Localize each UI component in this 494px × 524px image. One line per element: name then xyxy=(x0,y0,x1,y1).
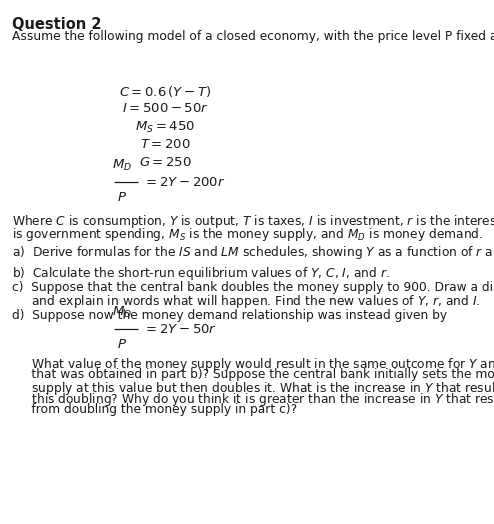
Text: that was obtained in part b)? Suppose the central bank initially sets the money: that was obtained in part b)? Suppose th… xyxy=(12,368,494,381)
Text: supply at this value but then doubles it. What is the increase in $Y$ that resul: supply at this value but then doubles it… xyxy=(12,379,494,397)
Text: $M_S = 450$: $M_S = 450$ xyxy=(135,120,196,135)
Text: Where $C$ is consumption, $Y$ is output, $T$ is taxes, $I$ is investment, $r$ is: Where $C$ is consumption, $Y$ is output,… xyxy=(12,213,494,230)
Text: $M_D$: $M_D$ xyxy=(112,158,132,173)
Text: d)  Suppose now the money demand relationship was instead given by: d) Suppose now the money demand relation… xyxy=(12,310,448,322)
Text: Assume the following model of a closed economy, with the price level P fixed at : Assume the following model of a closed e… xyxy=(12,30,494,43)
Text: and explain in words what will happen. Find the new values of $Y$, $r$, and $I$.: and explain in words what will happen. F… xyxy=(12,293,481,310)
Text: Question 2: Question 2 xyxy=(12,17,102,32)
Text: this doubling? Why do you think it is greater than the increase in $Y$ that resu: this doubling? Why do you think it is gr… xyxy=(12,391,494,408)
Text: $I = 500 - 50r$: $I = 500 - 50r$ xyxy=(122,102,209,115)
Text: $P$: $P$ xyxy=(117,339,127,351)
Text: from doubling the money supply in part c)?: from doubling the money supply in part c… xyxy=(12,403,297,416)
Text: What value of the money supply would result in the same outcome for $Y$ and $r$: What value of the money supply would res… xyxy=(12,356,494,373)
Text: b)  Calculate the short-run equilibrium values of $Y$, $C$, $I$, and $r$.: b) Calculate the short-run equilibrium v… xyxy=(12,265,390,281)
Text: $T = 200$: $T = 200$ xyxy=(140,138,191,151)
Text: $= 2Y - 200r$: $= 2Y - 200r$ xyxy=(143,176,225,189)
Text: $P$: $P$ xyxy=(117,191,127,204)
Text: $C = 0.6\,(Y - T)$: $C = 0.6\,(Y - T)$ xyxy=(120,84,212,99)
Text: is government spending, $M_S$ is the money supply, and $M_D$ is money demand.: is government spending, $M_S$ is the mon… xyxy=(12,226,483,243)
Text: $= 2Y - 50r$: $= 2Y - 50r$ xyxy=(143,323,217,335)
Text: c)  Suppose that the central bank doubles the money supply to 900. Draw a diagra: c) Suppose that the central bank doubles… xyxy=(12,281,494,294)
Text: a)  Derive formulas for the $IS$ and $LM$ schedules, showing $Y$ as a function o: a) Derive formulas for the $IS$ and $LM$… xyxy=(12,244,494,261)
Text: $M_D$: $M_D$ xyxy=(112,304,132,320)
Text: $G = 250$: $G = 250$ xyxy=(139,156,192,169)
